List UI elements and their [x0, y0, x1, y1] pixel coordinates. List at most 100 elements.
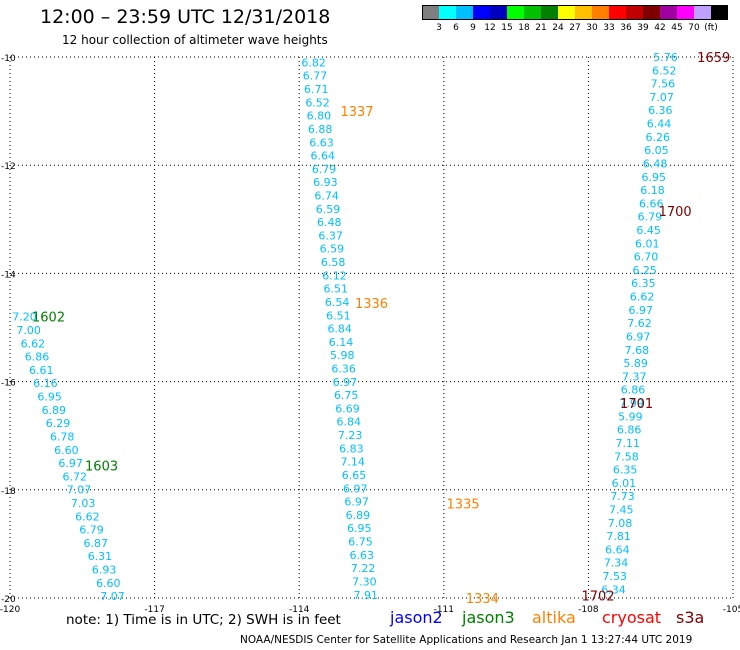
wave-height-value: 7.07	[649, 91, 674, 104]
wave-height-value: 6.97	[626, 330, 651, 343]
pass-time-label: 1334	[466, 592, 499, 607]
wave-height-value: 7.30	[352, 575, 377, 588]
chart-subtitle: 12 hour collection of altimeter wave hei…	[62, 33, 328, 47]
wave-height-value: 6.74	[314, 189, 339, 202]
x-tick-label: -120	[0, 605, 20, 615]
wave-height-value: 6.58	[321, 256, 346, 269]
wave-height-value: 6.61	[29, 364, 54, 377]
wave-height-value: 6.51	[326, 309, 351, 322]
color-swatch	[558, 5, 575, 20]
wave-height-value: 6.79	[79, 524, 104, 537]
legend-cryosat: cryosat	[602, 608, 662, 627]
wave-height-value: 7.62	[627, 317, 652, 330]
color-scale-label: 24	[552, 23, 564, 33]
x-tick-label: -105	[723, 605, 740, 615]
wave-height-value: 6.45	[636, 224, 661, 237]
y-tick-label: -16	[1, 379, 16, 389]
color-swatch	[439, 5, 456, 20]
wave-height-value: 7.14	[340, 456, 365, 469]
wave-height-value: 6.62	[75, 510, 100, 523]
wave-height-value: 6.75	[348, 536, 373, 549]
wave-height-value: 6.59	[320, 243, 345, 256]
color-scale-label: 18	[518, 23, 530, 33]
wave-height-value: 6.35	[631, 277, 656, 290]
pass-time-label: 1603	[85, 459, 118, 474]
wave-height-value: 6.95	[642, 171, 667, 184]
wave-height-value: 6.86	[25, 351, 50, 364]
color-swatch	[660, 5, 677, 20]
x-tick-label: -114	[289, 605, 310, 615]
color-scale-label: 36	[620, 23, 632, 33]
wave-height-value: 7.07	[100, 590, 125, 603]
wave-height-value: 6.51	[324, 283, 349, 296]
wave-height-value: 6.64	[605, 543, 630, 556]
wave-height-value: 6.36	[648, 104, 673, 117]
wave-height-value: 6.01	[635, 237, 660, 250]
wave-height-value: 6.88	[308, 123, 333, 136]
wave-height-value: 6.29	[46, 417, 71, 430]
color-scale-label: 15	[501, 23, 513, 33]
color-swatch	[422, 5, 439, 20]
wave-height-value: 6.97	[629, 304, 654, 317]
pass-time-label: 1335	[447, 497, 480, 512]
color-swatch	[575, 5, 592, 20]
wave-height-value: 6.59	[316, 203, 341, 216]
wave-height-value: 6.83	[339, 442, 364, 455]
wave-height-value: 7.07	[67, 484, 92, 497]
color-scale-label: 42	[654, 23, 666, 33]
color-scale-label: 6	[453, 23, 459, 33]
color-swatch	[694, 5, 711, 20]
y-tick-label: -20	[1, 595, 16, 605]
y-tick-label: -18	[1, 487, 16, 497]
color-swatch	[473, 5, 490, 20]
color-scale-label: (ft)	[704, 23, 718, 33]
wave-height-value: 6.82	[301, 56, 326, 69]
wave-height-value: 6.18	[640, 184, 665, 197]
wave-height-value: 7.45	[609, 503, 634, 516]
color-swatch	[592, 5, 609, 20]
wave-height-value: 6.93	[313, 176, 338, 189]
wave-height-value: 6.14	[329, 336, 354, 349]
color-scale-legend: 3 6 9 12 15 18 21 24 27 30 33 36 39 42 45 70 (ft)	[422, 5, 732, 39]
wave-height-value: 6.86	[617, 424, 642, 437]
wave-height-value: 7.73	[610, 490, 635, 503]
color-scale-label: 3	[436, 23, 442, 33]
wave-height-value: 6.75	[334, 389, 359, 402]
wave-height-value: 6.89	[346, 509, 371, 522]
pass-time-label: 1659	[697, 51, 730, 66]
wave-height-value: 6.97	[58, 457, 83, 470]
wave-height-value: 7.99	[619, 397, 644, 410]
wave-height-value: 6.78	[50, 430, 75, 443]
wave-height-value: 7.11	[616, 437, 641, 450]
wave-height-value: 7.37	[622, 370, 647, 383]
pass-time-label: 1701	[620, 397, 653, 412]
pass-time-label: 1700	[659, 205, 692, 220]
wave-height-value: 6.52	[652, 64, 677, 77]
wave-height-value: 5.99	[618, 410, 643, 423]
color-scale-label: 27	[569, 23, 581, 33]
wave-height-value: 7.53	[603, 570, 628, 583]
wave-height-value: 6.34	[601, 583, 626, 596]
y-tick-label: -14	[1, 270, 16, 280]
wave-height-value: 6.25	[632, 264, 657, 277]
color-scale-label: 9	[470, 23, 476, 33]
pass-time-label: 1337	[340, 105, 373, 120]
wave-height-value: 6.86	[621, 384, 646, 397]
color-scale-label: 21	[535, 23, 547, 33]
wave-height-value: 6.77	[303, 70, 328, 83]
wave-height-value: 6.44	[647, 118, 672, 131]
wave-height-value: 6.01	[612, 477, 637, 490]
color-scale-label: 12	[484, 23, 496, 33]
wave-height-value: 6.05	[644, 144, 669, 157]
color-swatch	[524, 5, 541, 20]
wave-height-value: 6.63	[309, 136, 334, 149]
wave-height-value: 6.89	[42, 404, 67, 417]
color-swatch	[677, 5, 694, 20]
wave-height-value: 6.31	[88, 550, 113, 563]
color-scale-label: 30	[586, 23, 598, 33]
wave-height-value: 6.12	[322, 269, 347, 282]
wave-height-value: 7.03	[71, 497, 96, 510]
pass-time-label: 1602	[32, 311, 65, 326]
legend-jason3: jason3	[462, 608, 515, 627]
